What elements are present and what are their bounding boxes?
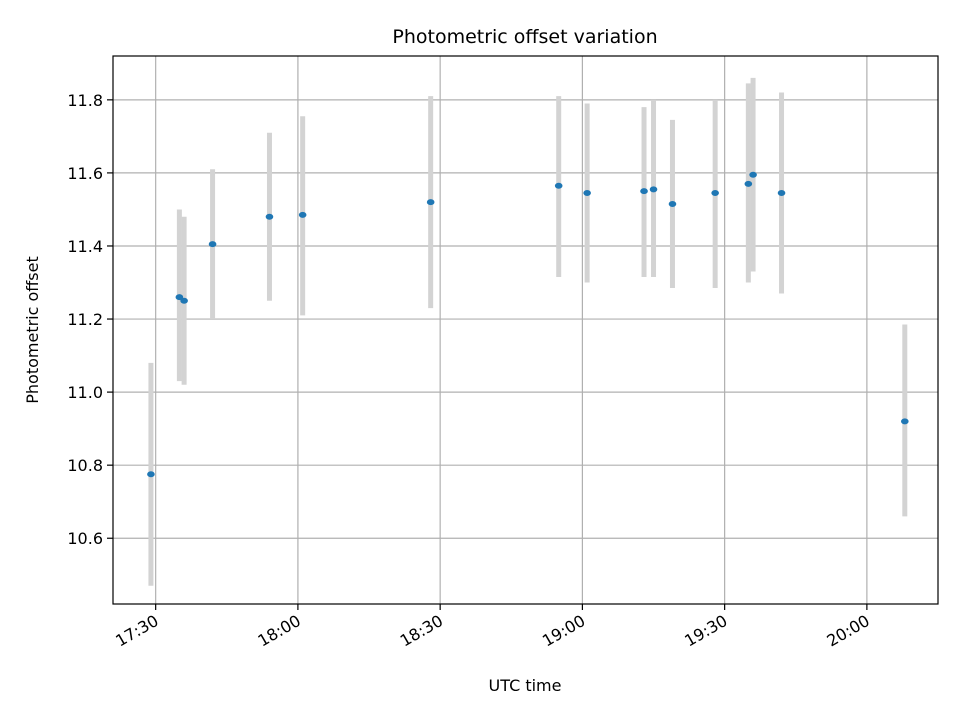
y-tick-label: 11.6	[67, 164, 103, 183]
data-point	[426, 199, 435, 206]
plot-frame	[112, 55, 939, 605]
chart-title: Photometric offset variation	[392, 26, 657, 48]
y-axis-label: Photometric offset	[23, 256, 42, 404]
data-point	[777, 190, 786, 196]
y-tick-label: 10.8	[67, 456, 103, 475]
data-point	[901, 418, 909, 425]
data-point	[180, 297, 188, 304]
data-point	[711, 190, 719, 196]
y-tick-label: 11.0	[67, 383, 103, 402]
y-tick-label: 11.2	[67, 310, 103, 329]
data-point	[298, 211, 307, 218]
y-axis-ticks: 10.6 10.8 11.0 11.2 11.4 11.6 11.8	[67, 91, 113, 548]
data-points	[147, 171, 909, 478]
data-point	[147, 471, 155, 478]
data-point	[583, 190, 591, 196]
data-point	[265, 213, 274, 220]
data-point	[554, 182, 563, 189]
data-point	[640, 188, 648, 195]
y-tick-label: 11.4	[67, 237, 103, 256]
y-tick-label: 11.8	[67, 91, 103, 110]
data-point	[208, 241, 217, 248]
data-point	[668, 200, 677, 207]
y-tick-label: 10.6	[67, 529, 103, 548]
data-point	[649, 186, 658, 193]
data-point	[175, 294, 184, 301]
data-point	[744, 180, 753, 187]
grid	[113, 56, 938, 604]
data-point	[749, 171, 757, 178]
x-axis-label: UTC time	[489, 676, 562, 695]
